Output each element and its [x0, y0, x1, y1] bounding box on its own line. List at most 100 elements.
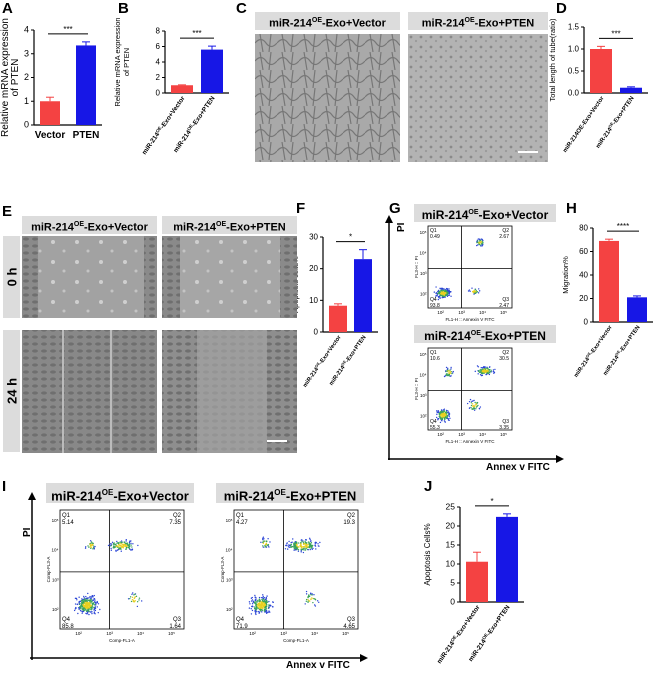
y-axis-label: Total length of tube(ratio) [548, 18, 557, 101]
y-tick-label: 10⁵ [420, 230, 427, 235]
y-tick-label: 1 [24, 96, 29, 106]
panel-letter-e: E [2, 203, 13, 220]
plot-frame [427, 347, 513, 431]
y-tick-label: 10⁴ [420, 251, 427, 256]
y-axis-label: Migration% [561, 256, 570, 294]
quadrant-value-q2: 30.5 [499, 356, 509, 362]
chart-f: 0102030Apoptosis cells%miR-214OE-Exo+Vec… [291, 233, 378, 389]
y-tick-label: 10³ [420, 393, 427, 398]
panel-g-x-axis-label: Annex v FITC [486, 462, 550, 473]
y-tick-label: 3 [24, 48, 29, 58]
bar-vector [599, 240, 619, 322]
quadrant-value-q4: 93.8 [430, 303, 440, 309]
quadrant-name-q1: Q1 [430, 350, 437, 356]
significance-stars: **** [617, 222, 629, 231]
y-tick-label: 10³ [226, 577, 233, 582]
significance-stars: *** [611, 29, 620, 38]
bar-vector [171, 85, 193, 93]
y-tick-label: 10² [420, 414, 427, 419]
quadrant-name-q4: Q4 [430, 419, 437, 425]
x-tick-label: 10⁵ [342, 631, 349, 636]
panel-i-x-arrow [30, 654, 368, 662]
y-tick-label: 10² [226, 607, 233, 612]
panel-g-y-arrow [385, 215, 393, 460]
y-tick-label: 1.0 [568, 45, 580, 54]
y-tick-label: 20 [309, 264, 318, 273]
plot-frame [233, 509, 359, 630]
panel-letter-g: G [389, 200, 401, 217]
x-tick-label: 10⁵ [500, 432, 507, 437]
quadrant-value-q3: 1.64 [169, 624, 181, 630]
scatter-points [73, 539, 143, 616]
y-tick-label: 4 [156, 58, 161, 67]
y-tick-label: 10² [52, 607, 59, 612]
y-tick-label: 30 [309, 233, 318, 242]
significance-stars: *** [192, 29, 201, 38]
y-tick-label: 40 [579, 271, 588, 280]
panel-g-header-pten: miR-214OE-Exo+PTEN [414, 325, 556, 343]
y-tick-label: 0.5 [568, 67, 580, 76]
panel-g-header-vector: miR-214OE-Exo+Vector [414, 204, 556, 222]
x-tick-label: 10² [437, 432, 444, 437]
category-label: PTEN [73, 130, 100, 141]
quadrant-name-q2: Q2 [502, 228, 509, 234]
y-tick-label: 10 [309, 296, 318, 305]
y-axis-label: Apoptosis Cells% [423, 523, 432, 585]
panel-c-header-pten: miR-214OE-Exo+PTEN [408, 12, 548, 30]
bar-vector [466, 561, 488, 602]
panel-letter-c: C [236, 0, 247, 17]
y-tick-label: 5 [450, 578, 455, 588]
panel-c-header-vector: miR-214OE-Exo+Vector [255, 12, 400, 30]
significance-stars: * [349, 233, 352, 242]
bar-pten [201, 49, 223, 93]
scatter-points [435, 365, 496, 424]
panel-i-header-vector: miR-214OE-Exo+Vector [46, 483, 194, 503]
y-axis-name: Comp-FL3-A [220, 557, 225, 583]
quadrant-value-q1: 4.27 [236, 520, 248, 526]
quadrant-value-q1: 5.14 [62, 520, 74, 526]
x-axis-name: Comp-FL1-A [283, 638, 309, 643]
quadrant-value-q2: 19.3 [343, 520, 355, 526]
quadrant-name-q3: Q3 [173, 617, 182, 623]
x-tick-label: 10⁵ [168, 631, 175, 636]
quadrant-name-q1: Q1 [236, 513, 245, 519]
y-tick-label: 0 [450, 597, 455, 607]
panel-letter-d: D [556, 0, 567, 17]
y-axis-name: Comp-FL3-A [46, 557, 51, 583]
x-tick-label: 10⁴ [479, 310, 486, 315]
tube-image-vector [255, 34, 400, 162]
scatter-points [248, 536, 321, 616]
panel-e-header-vector: miR-214OE-Exo+Vector [22, 216, 157, 234]
y-tick-label: 25 [446, 502, 456, 512]
y-tick-label: 2 [156, 73, 161, 82]
y-tick-label: 1.5 [568, 23, 580, 32]
panel-letter-f: F [296, 200, 306, 217]
x-tick-label: 10⁵ [500, 310, 507, 315]
panel-i-x-axis-label: Annex v FITC [286, 660, 350, 671]
quadrant-name-q1: Q1 [62, 513, 71, 519]
scatter-points [433, 238, 484, 301]
bar-pten [496, 516, 518, 602]
plot-frame [59, 509, 185, 630]
panel-letter-j: J [424, 478, 433, 495]
panel-letter-i: I [2, 478, 7, 495]
y-axis-name: FL3-H :: PI [414, 378, 419, 400]
quadrant-value-q2: 7.35 [169, 520, 181, 526]
y-tick-label: 10⁴ [420, 373, 427, 378]
tube-image-pten [408, 34, 548, 162]
y-tick-label: 4 [24, 25, 29, 35]
wound-healing-images [22, 236, 297, 453]
y-axis-name: FL3-H :: PI [414, 256, 419, 278]
y-tick-label: 10⁵ [226, 518, 233, 523]
bar-vector [40, 101, 60, 125]
y-tick-label: 10³ [52, 577, 59, 582]
y-tick-label: 6 [156, 42, 161, 51]
x-tick-label: 10³ [458, 310, 465, 315]
quadrant-name-q4: Q4 [62, 617, 71, 623]
bar-vector [329, 305, 347, 332]
x-tick-label: 10³ [458, 432, 465, 437]
